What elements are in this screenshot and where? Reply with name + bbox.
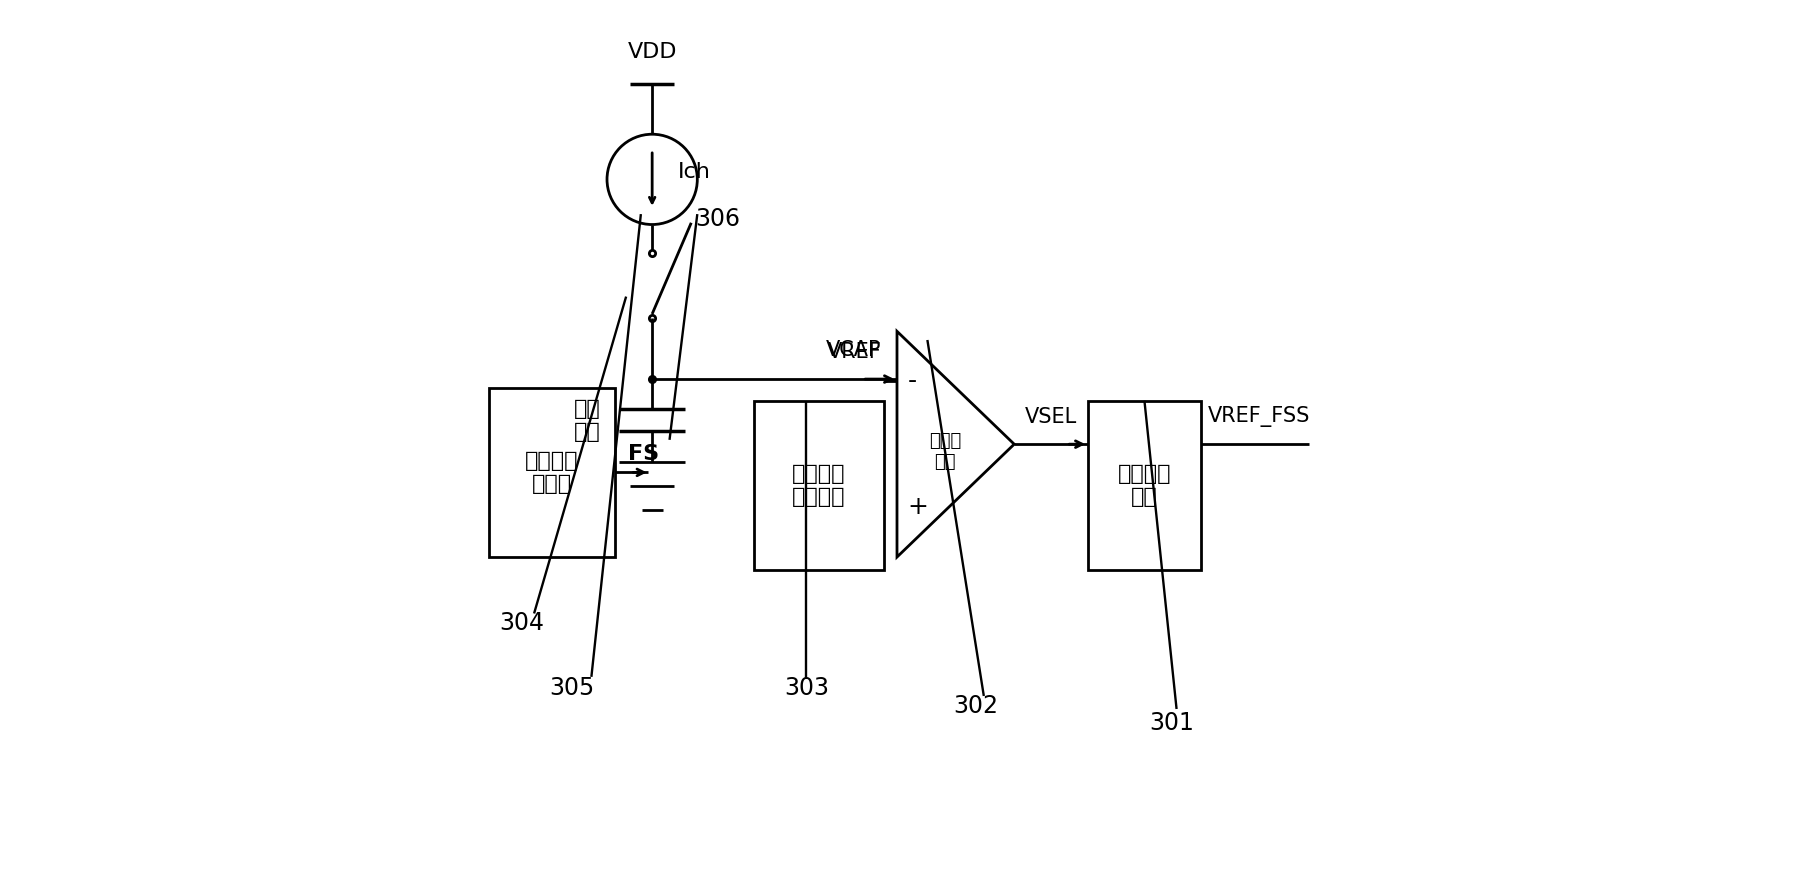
Text: 基准电压
产生模块: 基准电压 产生模块: [793, 464, 845, 507]
Text: -: -: [908, 369, 917, 393]
Text: 302: 302: [953, 693, 999, 718]
Text: 第一比
较器: 第一比 较器: [929, 432, 962, 470]
FancyBboxPatch shape: [490, 388, 615, 557]
Text: 304: 304: [499, 611, 544, 635]
Text: VREF_FSS: VREF_FSS: [1207, 406, 1310, 427]
FancyBboxPatch shape: [1087, 401, 1200, 571]
Text: 306: 306: [696, 207, 741, 232]
Text: +: +: [908, 496, 927, 519]
Text: 第二开关
模块: 第二开关 模块: [1118, 464, 1171, 507]
Text: 301: 301: [1148, 711, 1193, 735]
Text: VREF: VREF: [827, 342, 881, 361]
Text: VDD: VDD: [628, 42, 676, 62]
Text: VSEL: VSEL: [1024, 407, 1076, 427]
Text: FS: FS: [628, 443, 658, 463]
Text: 时钟频率
发生器: 时钟频率 发生器: [526, 451, 579, 494]
Text: VCAP: VCAP: [825, 340, 881, 360]
Text: 303: 303: [784, 676, 829, 700]
Text: Ich: Ich: [678, 162, 710, 182]
Text: 延时
电容: 延时 电容: [574, 399, 601, 442]
Text: 305: 305: [549, 676, 596, 700]
FancyBboxPatch shape: [753, 401, 884, 571]
